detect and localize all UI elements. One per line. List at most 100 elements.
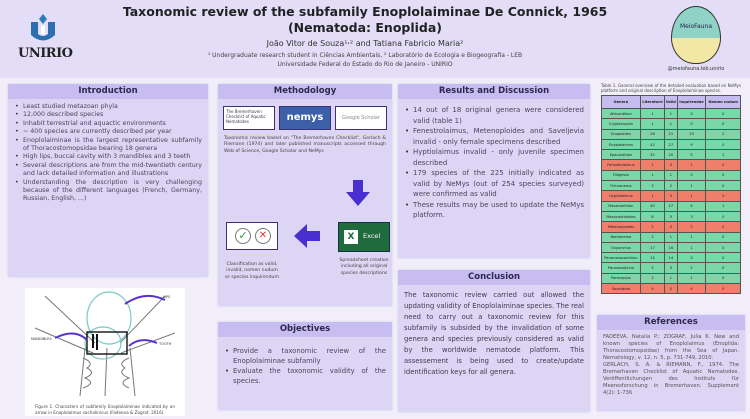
introduction-title: Introduction [8, 84, 208, 99]
list-item: ~ 400 species are currently described pe… [14, 128, 202, 137]
table-cell: 14 [664, 252, 678, 264]
meiofauna-egg-icon: MeioFauna [671, 6, 721, 64]
table-cell: 27 [664, 138, 678, 151]
table-cell: Epacanthion [601, 149, 641, 161]
table-cell: 1 [664, 169, 678, 182]
table-cell: Metenoploides [601, 221, 641, 233]
table-cell: 28 [639, 128, 666, 140]
table-row: Epacanthion 32 20 5 1 [601, 149, 741, 161]
list-item: 12,000 described species [14, 111, 202, 120]
table-cell: 0 [705, 231, 741, 243]
table-cell: 0 [664, 159, 678, 171]
poster-title-block: Taxonomic review of the subfamily Enoplo… [110, 4, 620, 69]
table-cell: Fenestrolaimus [601, 159, 641, 171]
table-header-cell: Genera [601, 95, 641, 109]
table-cell: 0 [664, 283, 678, 295]
table-cell: 5 [664, 210, 678, 223]
table-cell: 9 [676, 138, 707, 151]
table-row: Fleuronema 3 2 1 0 [601, 180, 741, 192]
table-cell: 2 [664, 180, 678, 192]
list-item: Evaluate the taxonomic validity of the s… [224, 366, 386, 386]
methodology-panel: Methodology The Bremerhaven Checklist of… [218, 84, 392, 306]
check-icon: ✓ [235, 228, 251, 244]
table-cell: Africanthion [601, 107, 641, 120]
table-cell: Nemanema [601, 231, 641, 243]
table-row: Saveljevia 4 0 4 0 [601, 283, 741, 295]
table-cell: 1 [639, 169, 666, 182]
table-cell: 0 [705, 283, 741, 295]
list-item: Several descriptions are from the mid-tw… [14, 162, 202, 179]
table-header-cell: Inquirendae [676, 95, 707, 109]
table-row: Parenoplus 2 1 1 0 [601, 272, 741, 285]
conclusion-panel: Conclusion The taxonomic review carried … [398, 270, 590, 412]
introduction-panel: Introduction Least studied metazoan phyl… [8, 84, 208, 277]
references-text: FADEEVA, Natalia P.; ZOGRAF, Julia K. Ne… [603, 334, 739, 396]
table-cell: 1 [639, 118, 666, 130]
table-cell: Filipjevia [601, 169, 641, 182]
table-cell: 0 [705, 210, 741, 223]
cross-icon: ✕ [255, 228, 271, 244]
conclusion-text: The taxonomic review carried out allowed… [404, 291, 584, 376]
table-cell: 4 [639, 283, 666, 295]
table-cell: Mesacanthoides [601, 210, 641, 223]
table-cell: 0 [705, 107, 741, 120]
methodology-description: Taxonomic review based on "The Bremerhav… [224, 136, 386, 154]
table-cell: 2 [676, 221, 707, 233]
table-row: Hyptiolaimus 1 0 1 0 [601, 190, 741, 202]
list-item: Provide a taxonomic review of the Enoplo… [224, 346, 386, 366]
table-row: Mesacanthion 40 27 4 1 [601, 200, 741, 212]
table-cell: 0 [705, 159, 741, 171]
table-cell: 20 [664, 149, 678, 161]
table-block: Table 1. General overview of the detaile… [597, 82, 745, 312]
table-cell: 3 [664, 262, 678, 274]
arrow-down-icon [346, 180, 370, 206]
table-cell: 1 [664, 272, 678, 285]
table-cell: 1 [664, 231, 678, 243]
table-cell: 1 [639, 190, 666, 202]
table-row: Filipjevia 1 1 0 0 [601, 169, 741, 182]
table-row: Cryptenoplus 1 1 0 0 [601, 118, 741, 130]
poster-title: Taxonomic review of the subfamily Enoplo… [122, 4, 608, 35]
nemys-logo: nemys [279, 106, 331, 130]
table-cell: 21 [664, 128, 678, 140]
table-cell: Fleuronema [601, 180, 641, 192]
table-cell: 3 [639, 180, 666, 192]
tooth-label: TOOTH [158, 342, 172, 346]
poster-header: UNIRIO Taxonomic review of the subfamily… [0, 0, 750, 78]
bremerhaven-checklist-image: The Bremerhaven Checklist of Aquatic Nem… [223, 106, 275, 130]
list-item: 14 out of 18 original genera were consid… [404, 105, 584, 126]
list-item: These results may be used to update the … [404, 200, 584, 221]
table-cell: 2 [639, 231, 666, 243]
methodology-title: Methodology [218, 84, 392, 99]
affiliation: ¹ Undergraduate research student in Ciên… [207, 52, 523, 68]
table-row: Parasaveljevia 5 3 2 0 [601, 262, 741, 274]
table-cell: 0 [705, 180, 741, 192]
table-cell: 0 [676, 169, 707, 182]
table-row: Enoplolaimus 42 27 9 0 [601, 138, 741, 151]
table-cell: Parasaveljevia [601, 262, 641, 274]
table-cell: 16 [664, 241, 678, 254]
table-cell: 1 [676, 159, 707, 171]
table-cell: 17 [639, 241, 666, 254]
spreadsheet-text: Spreadsheet creation including all origi… [339, 258, 389, 276]
table-row: Mesacanthoides 8 5 3 0 [601, 210, 741, 223]
introduction-list: Least studied metazoan phyla12,000 descr… [8, 99, 208, 208]
table-cell: 14 [639, 252, 666, 264]
table-cell: 0 [676, 118, 707, 130]
table-cell: 19 [676, 128, 707, 140]
table-cell: 32 [639, 149, 666, 161]
table-cell: 1 [639, 159, 666, 171]
table-row: Africanthion 1 1 0 0 [601, 107, 741, 120]
references-panel: References FADEEVA, Natalia P.; ZOGRAF, … [597, 315, 745, 411]
table-cell: 2 [676, 262, 707, 274]
table-cell: 0 [705, 252, 741, 264]
unirio-emblem-icon [28, 12, 58, 46]
list-item: Enoplolaiminae is the largest representa… [14, 137, 202, 154]
table-row: Fenestrolaimus 1 0 1 0 [601, 159, 741, 171]
list-item: Hyptiolaimus invalid - only juvenile spe… [404, 147, 584, 168]
table-caption: Table 1. General overview of the detaile… [601, 83, 741, 93]
list-item: Inhabit terrestrial and aquactic environ… [14, 120, 202, 129]
table-cell: 1 [705, 200, 741, 212]
table-cell: 0 [705, 118, 741, 130]
list-item: 179 species of the 225 initially indicat… [404, 168, 584, 200]
